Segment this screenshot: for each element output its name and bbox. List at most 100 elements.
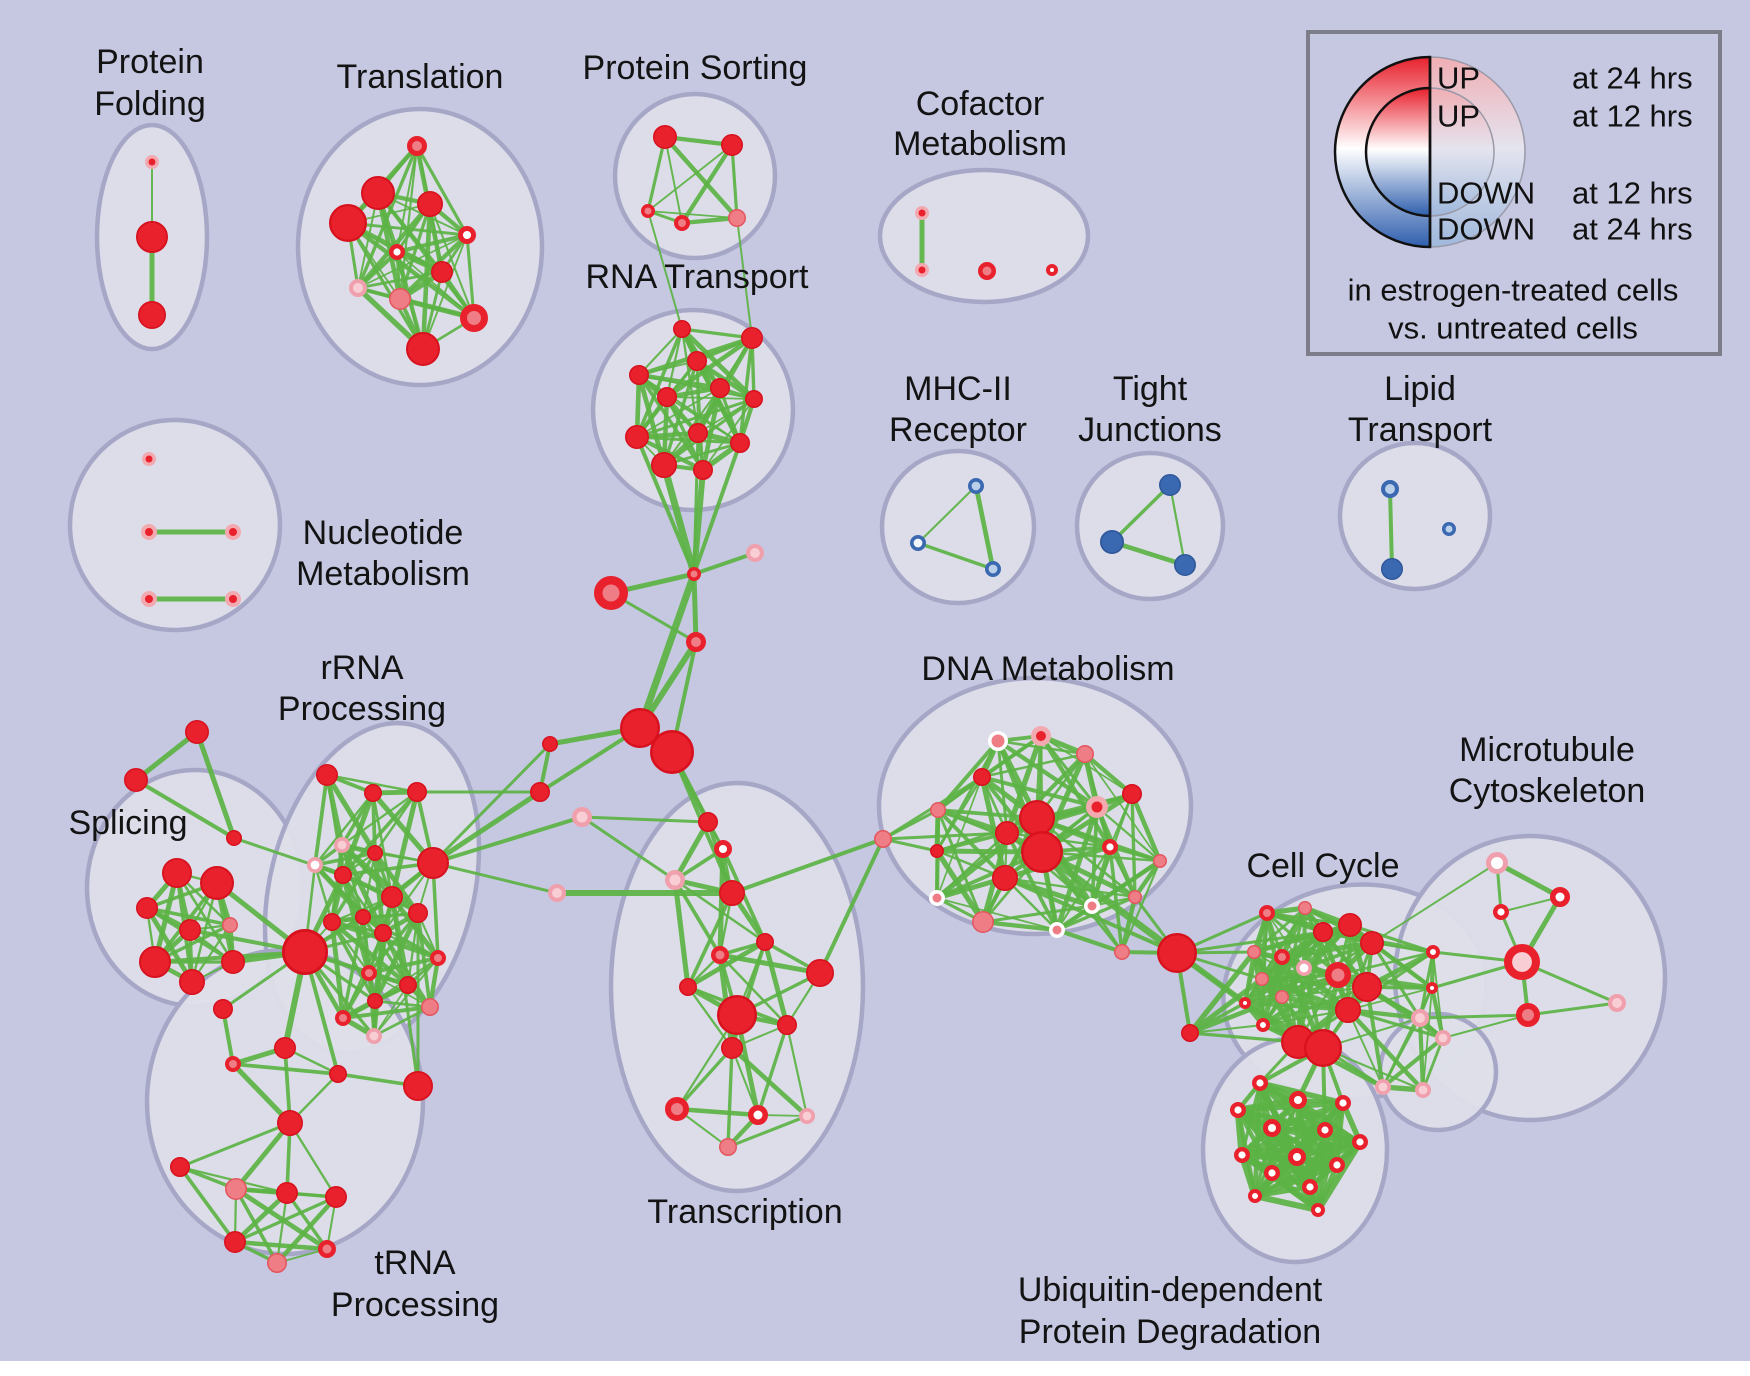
network-node-protein_folding-1: [136, 221, 169, 254]
legend-layer: UP at 24 hrs UP at 12 hrs DOWN at 12 hrs DOWN a…: [1306, 30, 1722, 356]
network-node-rrna-1: [364, 784, 382, 802]
network-edge-cellcycle: [1348, 923, 1435, 954]
network-node-protein_sorting-3: [674, 215, 690, 231]
network-node-cofactor-1: [915, 263, 929, 277]
network-node-rna_transport-3: [687, 351, 707, 371]
network-node-lipid-1: [1442, 522, 1456, 536]
network-node-dna-5: [930, 844, 944, 858]
network-edge-cellcycle: [1261, 1008, 1350, 1027]
module-label-cofactor-1: Metabolism: [893, 125, 1067, 163]
network-node-tight-2: [1174, 554, 1197, 577]
network-edge-ubiquitin: [1251, 1192, 1322, 1214]
network-node-microtubule-1: [1550, 887, 1570, 907]
network-edge-cellcycle: [1279, 940, 1375, 960]
network-edge-rna_transport: [662, 397, 756, 467]
module-ellipse-protein_sorting: [612, 91, 778, 261]
module-ellipse-lipid: [1337, 440, 1493, 592]
network-node-translation-5: [389, 243, 406, 260]
network-node-dna-4: [930, 802, 946, 818]
network-edge-rna_transport: [702, 398, 755, 471]
network-edge-rna_transport: [680, 327, 754, 340]
module-label-mhc-0: MHC-II: [904, 370, 1012, 408]
network-link: [580, 815, 710, 824]
network-edge-dna: [1108, 845, 1162, 863]
network-edge-trna: [285, 1191, 329, 1251]
network-edge-rrna: [330, 851, 377, 924]
network-node-trna-4: [276, 1110, 303, 1137]
module-label-cellcycle-0: Cell Cycle: [1246, 847, 1399, 885]
module-label-protein_folding-0: Protein: [96, 43, 204, 81]
network-edge-protein_sorting: [647, 144, 733, 212]
network-edge-dna: [1090, 904, 1124, 954]
network-node-cellcycle-23: [1415, 1082, 1432, 1099]
network-node-transcription-9: [777, 1015, 797, 1035]
network-node-rrna-18: [367, 993, 383, 1009]
network-edge-dna: [1054, 927, 1125, 955]
network-link: [692, 431, 700, 576]
network-node-lipid-2: [1381, 558, 1404, 581]
network-edge-rrna: [313, 773, 329, 867]
network-edge-dna: [936, 776, 983, 899]
network-edge-trna: [234, 1187, 279, 1265]
network-edge-cellcycle: [1243, 973, 1340, 1005]
network-edge-transcription: [756, 1023, 789, 1117]
network-node-protein_folding-0: [145, 155, 159, 169]
network-edge-transcription: [718, 953, 789, 1027]
network-node-rna_transport-11: [693, 460, 713, 480]
network-node-splicing-6: [178, 969, 205, 996]
network-node-transcription-4: [711, 946, 729, 964]
network-node-rna_transport-4: [710, 378, 730, 398]
network-edge-transcription: [686, 985, 734, 1050]
network-node-dna-16: [972, 911, 995, 934]
network-edge-rna_transport: [635, 327, 684, 439]
network-edge-splicing: [145, 906, 232, 927]
module-label-rna_transport-0: RNA Transport: [586, 258, 810, 296]
network-node-transcription-11: [665, 1097, 689, 1121]
network-node-cellcycle-17: [1335, 997, 1362, 1024]
network-edge-translation: [356, 270, 444, 290]
network-edge-rrna: [361, 915, 410, 987]
network-node-cellcycle-10: [1352, 972, 1383, 1003]
module-label-protein_folding-1: Folding: [94, 85, 206, 123]
network-link: [134, 778, 236, 840]
network-edge-dna: [980, 919, 1060, 933]
network-node-transcription-8: [717, 995, 758, 1036]
network-node-cofactor-2: [978, 262, 996, 280]
network-edge-ubiquitin: [1253, 1126, 1274, 1198]
network-edge-trna: [233, 1120, 293, 1192]
module-label-tight-1: Junctions: [1078, 411, 1222, 449]
network-edge-rrna: [329, 919, 346, 1021]
module-label-cofactor-0: Cofactor: [916, 85, 1045, 123]
network-link: [1371, 862, 1498, 944]
network-edge-protein_sorting: [647, 210, 738, 219]
module-ellipse-nucleotide: [67, 417, 283, 633]
network-node-translation-9: [460, 304, 488, 332]
network-node-translation-1: [360, 176, 395, 211]
network-node-trna-11: [267, 1253, 287, 1273]
network-edge-trna: [274, 1194, 339, 1266]
network-node-mhc-2: [984, 560, 1001, 577]
network-node-dna-3: [973, 768, 991, 786]
module-ellipse-tight: [1074, 450, 1226, 602]
network-node-rrna-12: [374, 924, 392, 942]
network-link: [730, 837, 885, 895]
network-edge-protein_sorting: [730, 143, 739, 220]
network-node-splicing-3: [179, 919, 201, 941]
network-edge-trna: [233, 1186, 330, 1252]
network-node-rna_transport-1: [741, 327, 763, 349]
network-node-nucleotide-1: [141, 524, 157, 540]
network-edge-translation: [422, 234, 468, 350]
network-edge-transcription: [730, 1046, 760, 1117]
network-edge-rrna: [329, 919, 411, 988]
network-node-ubiquitin-12: [1248, 1189, 1262, 1203]
network-link: [1494, 860, 1563, 900]
network-node-nucleotide-2: [225, 524, 241, 540]
network-node-splicing-0: [161, 858, 192, 889]
network-node-rrna-20: [335, 1010, 351, 1026]
network-node-translation-6: [431, 261, 453, 283]
network-link: [647, 210, 683, 330]
network-link: [1038, 848, 1181, 957]
module-label-nucleotide-0: Nucleotide: [303, 514, 464, 552]
network-node-ubiquitin-4: [1262, 1118, 1281, 1137]
network-edge-protein_sorting: [679, 215, 740, 226]
